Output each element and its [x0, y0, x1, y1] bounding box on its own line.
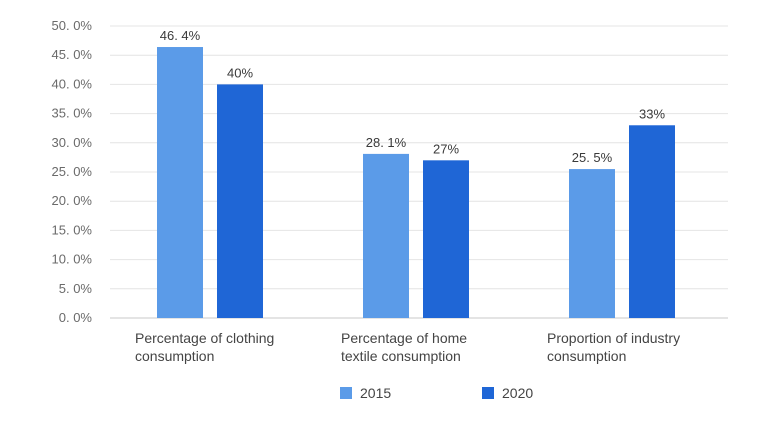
y-tick-label: 35. 0% [52, 106, 93, 121]
y-tick-label: 45. 0% [52, 47, 93, 62]
y-tick-label: 0. 0% [59, 310, 93, 325]
legend-swatch [482, 387, 494, 399]
y-tick-label: 20. 0% [52, 193, 93, 208]
category-label: Proportion of industry [547, 330, 680, 346]
data-label: 25. 5% [572, 150, 613, 165]
data-label: 33% [639, 106, 665, 121]
category-label: consumption [135, 348, 214, 364]
legend-label: 2020 [502, 385, 533, 401]
y-tick-label: 50. 0% [52, 18, 93, 33]
y-tick-label: 10. 0% [52, 252, 93, 267]
category-label: Percentage of clothing [135, 330, 274, 346]
bar-2020-1 [423, 160, 469, 318]
legend-label: 2015 [360, 385, 391, 401]
bar-2015-1 [363, 153, 409, 318]
bar-2020-2 [629, 125, 675, 318]
y-tick-label: 5. 0% [59, 281, 93, 296]
y-tick-label: 15. 0% [52, 222, 93, 237]
category-label: Percentage of home [341, 330, 467, 346]
data-label: 27% [433, 141, 459, 156]
data-label: 40% [227, 65, 253, 80]
y-tick-label: 30. 0% [52, 135, 93, 150]
data-label: 28. 1% [366, 135, 407, 150]
bar-2015-2 [569, 169, 615, 318]
category-label: textile consumption [341, 348, 461, 364]
category-label: consumption [547, 348, 626, 364]
bar-2015-0 [157, 47, 203, 319]
y-tick-label: 40. 0% [52, 76, 93, 91]
data-label: 46. 4% [160, 28, 201, 43]
bar-2020-0 [217, 84, 263, 319]
y-tick-label: 25. 0% [52, 164, 93, 179]
legend-swatch [340, 387, 352, 399]
